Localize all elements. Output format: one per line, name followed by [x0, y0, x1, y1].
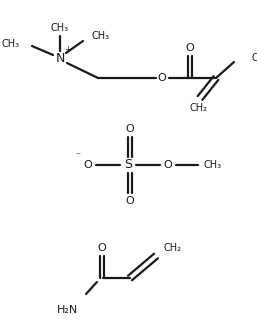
Text: O: O: [126, 196, 134, 206]
Text: CH₃: CH₃: [92, 31, 110, 41]
Text: O: O: [158, 73, 166, 83]
Text: N: N: [55, 51, 65, 64]
Text: H₂N: H₂N: [57, 305, 79, 315]
Text: CH₂: CH₂: [189, 103, 207, 113]
Text: O: O: [164, 160, 172, 170]
Text: CH₃: CH₃: [252, 53, 257, 63]
Text: CH₃: CH₃: [2, 39, 20, 49]
Text: CH₂: CH₂: [164, 243, 182, 253]
Text: ⁻: ⁻: [76, 151, 80, 161]
Text: S: S: [124, 158, 132, 172]
Text: CH₃: CH₃: [204, 160, 222, 170]
Text: O: O: [84, 160, 92, 170]
Text: O: O: [186, 43, 194, 53]
Text: O: O: [98, 243, 106, 253]
Text: +: +: [65, 45, 71, 54]
Text: O: O: [126, 124, 134, 134]
Text: CH₃: CH₃: [51, 23, 69, 33]
